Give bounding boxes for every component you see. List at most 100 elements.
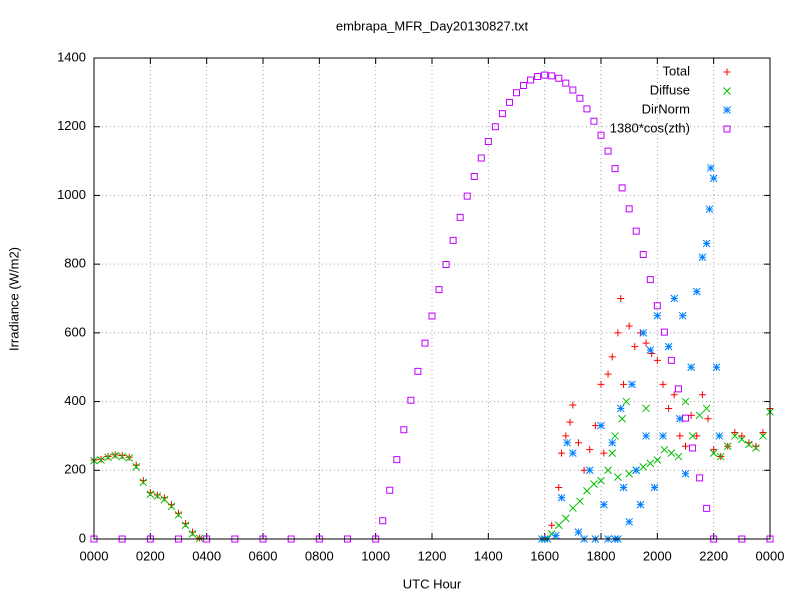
point	[704, 415, 712, 423]
point	[167, 502, 176, 511]
point	[118, 535, 126, 543]
point	[604, 147, 612, 155]
point	[104, 453, 112, 462]
point	[449, 236, 457, 244]
point	[667, 356, 675, 364]
x-tick-label: 0400	[192, 548, 221, 563]
point	[463, 192, 471, 200]
legend-label: Total	[663, 63, 691, 78]
point	[563, 438, 572, 447]
point	[608, 353, 616, 361]
point	[552, 531, 560, 540]
point	[687, 363, 695, 372]
point	[766, 535, 774, 543]
point	[628, 380, 636, 389]
point	[590, 117, 598, 125]
legend-marker	[723, 68, 731, 76]
point	[344, 535, 351, 543]
y-tick-label: 1000	[57, 187, 86, 202]
point	[386, 486, 394, 494]
point	[568, 449, 577, 457]
point	[583, 487, 591, 495]
point	[738, 432, 746, 440]
point	[456, 213, 464, 221]
point	[620, 380, 628, 388]
point	[435, 286, 443, 294]
y-tick-label: 800	[64, 256, 86, 271]
point	[287, 535, 295, 543]
point	[118, 452, 127, 461]
point	[554, 521, 563, 530]
point	[759, 428, 767, 436]
point	[174, 511, 183, 519]
point	[569, 86, 577, 94]
point	[676, 414, 684, 423]
point	[153, 491, 161, 499]
point	[681, 469, 690, 478]
point	[90, 535, 98, 543]
point	[548, 521, 556, 529]
y-axis-label: Irradiance (W/m2)	[6, 247, 21, 351]
point	[259, 535, 267, 543]
point	[590, 480, 598, 488]
point	[660, 445, 669, 454]
point	[650, 483, 659, 492]
x-tick-label: 0800	[305, 548, 334, 563]
point	[557, 493, 566, 502]
point	[372, 535, 380, 543]
point	[568, 504, 577, 512]
point	[484, 137, 492, 145]
x-tick-label: 1600	[530, 548, 559, 563]
point	[534, 73, 542, 81]
x-tick-label: 1400	[474, 548, 503, 563]
y-tick-label: 1400	[57, 49, 86, 64]
point	[625, 322, 633, 330]
point	[636, 500, 645, 509]
x-tick-label: 2200	[699, 548, 728, 563]
y-tick-label: 1200	[57, 118, 86, 133]
point	[97, 456, 105, 464]
point	[597, 421, 605, 430]
point	[709, 174, 718, 183]
point	[745, 440, 753, 449]
point	[660, 328, 668, 336]
point	[705, 205, 714, 214]
point	[569, 401, 577, 409]
legend-label: 1380*cos(zth)	[610, 120, 690, 135]
x-tick-label: 0200	[136, 548, 165, 563]
point	[203, 535, 211, 543]
point	[653, 356, 661, 364]
point	[491, 123, 499, 131]
series	[90, 71, 774, 543]
x-tick-label: 1200	[418, 548, 447, 563]
point	[566, 418, 574, 426]
x-tick-label: 0600	[249, 548, 278, 563]
point	[618, 414, 626, 423]
x-tick-label: 2000	[643, 548, 672, 563]
point	[118, 452, 126, 460]
point	[146, 535, 154, 543]
point	[723, 442, 732, 451]
point	[583, 105, 591, 113]
point	[132, 462, 141, 471]
point	[195, 534, 204, 543]
point	[653, 302, 661, 310]
point	[737, 435, 746, 444]
x-tick-label: 1800	[587, 548, 616, 563]
point	[709, 449, 718, 457]
point	[393, 456, 401, 464]
y-tick-label: 600	[64, 324, 86, 339]
point	[632, 227, 640, 235]
point	[604, 466, 612, 475]
point	[561, 514, 570, 523]
point	[576, 497, 584, 506]
point	[181, 521, 190, 530]
point	[759, 432, 767, 440]
point	[703, 504, 711, 512]
point	[670, 391, 678, 399]
point	[674, 385, 682, 393]
point	[625, 517, 634, 526]
point	[541, 71, 549, 79]
point	[599, 500, 608, 509]
point	[695, 411, 704, 420]
